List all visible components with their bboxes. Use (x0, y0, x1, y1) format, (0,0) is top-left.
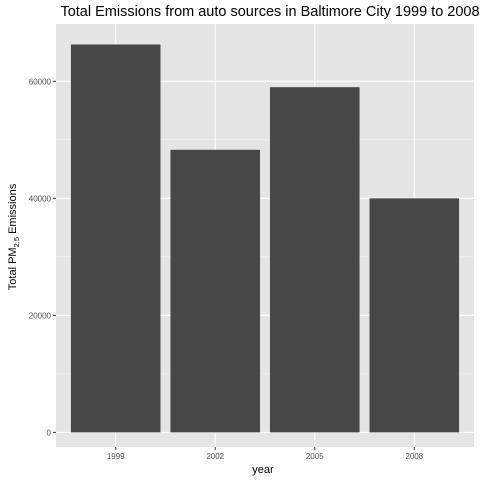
x-tick-label: 2002 (206, 452, 224, 461)
bar-1999 (70, 44, 161, 433)
y-tick-label: 20000 (29, 311, 52, 320)
y-axis: 0 20000 40000 60000 (29, 77, 56, 437)
bar-2002 (170, 149, 261, 433)
y-axis-title-prefix: Total PM (7, 247, 19, 290)
bar-2008 (369, 198, 460, 433)
x-tick-label: 2008 (405, 452, 423, 461)
x-tick-label: 2005 (306, 452, 324, 461)
chart-title: Total Emissions from auto sources in Bal… (60, 4, 479, 20)
y-axis-title-subscript: 2.5 (12, 237, 21, 247)
y-tick-label: 0 (47, 428, 52, 437)
bar-2005 (269, 87, 360, 433)
bars (70, 44, 460, 433)
y-tick-label: 60000 (29, 77, 52, 86)
y-axis-title: Total PM2.5 Emissions (7, 183, 21, 290)
x-axis: 1999 2002 2005 2008 (107, 447, 424, 461)
x-axis-title: year (252, 464, 274, 476)
y-axis-title-suffix: Emissions (7, 183, 19, 237)
x-tick-label: 1999 (107, 452, 125, 461)
y-tick-label: 40000 (29, 194, 52, 203)
